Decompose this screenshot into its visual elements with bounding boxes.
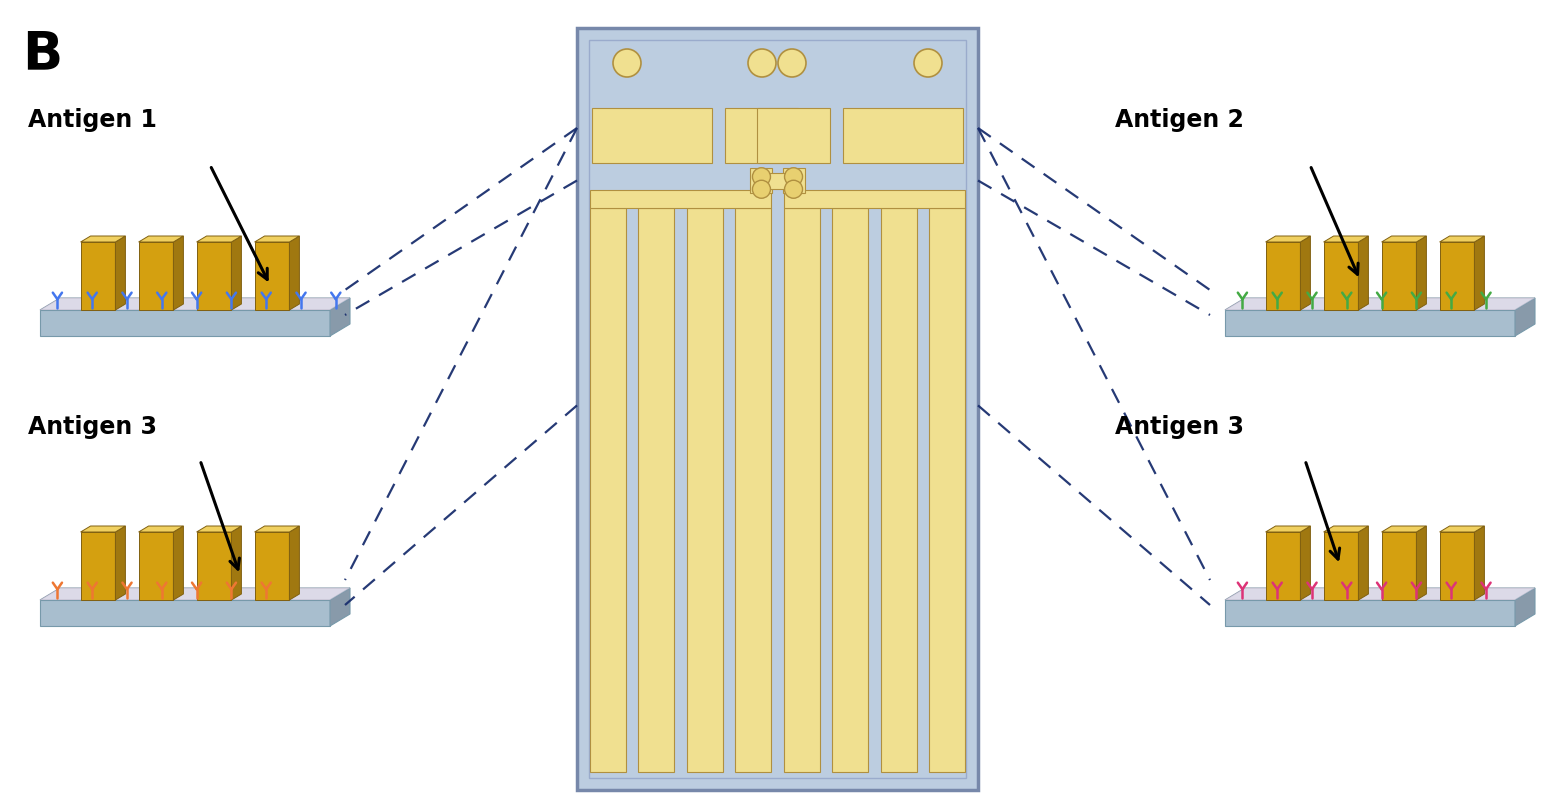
Bar — [929, 208, 965, 772]
Polygon shape — [329, 588, 350, 626]
Polygon shape — [1416, 236, 1427, 310]
Polygon shape — [232, 236, 241, 310]
Polygon shape — [115, 526, 126, 600]
Polygon shape — [1515, 588, 1535, 626]
Text: Antigen 1: Antigen 1 — [28, 108, 157, 132]
Bar — [751, 168, 772, 193]
Polygon shape — [174, 526, 183, 600]
Polygon shape — [1265, 242, 1301, 310]
Bar — [783, 208, 821, 772]
Polygon shape — [40, 298, 350, 310]
Bar — [833, 208, 869, 772]
Polygon shape — [40, 588, 350, 600]
Text: B: B — [22, 28, 62, 80]
Polygon shape — [1416, 526, 1427, 600]
Bar — [735, 208, 771, 772]
Polygon shape — [255, 526, 300, 532]
Polygon shape — [1439, 532, 1475, 600]
Polygon shape — [255, 242, 289, 310]
Polygon shape — [138, 526, 183, 532]
Bar — [687, 208, 723, 772]
Polygon shape — [81, 532, 115, 600]
Bar — [589, 208, 626, 772]
Bar — [639, 208, 674, 772]
Polygon shape — [1301, 526, 1310, 600]
Polygon shape — [1225, 310, 1515, 336]
Polygon shape — [81, 526, 126, 532]
Polygon shape — [174, 236, 183, 310]
Polygon shape — [1324, 526, 1369, 532]
Polygon shape — [1439, 242, 1475, 310]
Polygon shape — [197, 236, 241, 242]
Polygon shape — [1439, 236, 1484, 242]
Polygon shape — [1265, 526, 1310, 532]
Circle shape — [752, 168, 771, 186]
Bar — [592, 108, 712, 163]
Bar — [577, 28, 977, 790]
Bar — [726, 108, 797, 163]
Text: Antigen 3: Antigen 3 — [1116, 415, 1245, 439]
Polygon shape — [1265, 532, 1301, 600]
Bar — [589, 190, 771, 208]
Polygon shape — [138, 236, 183, 242]
Polygon shape — [1225, 588, 1535, 600]
Polygon shape — [1475, 236, 1484, 310]
Polygon shape — [1324, 532, 1358, 600]
Polygon shape — [289, 526, 300, 600]
Polygon shape — [40, 298, 350, 310]
Polygon shape — [1225, 600, 1515, 626]
Polygon shape — [1225, 588, 1535, 600]
Circle shape — [785, 168, 802, 186]
Polygon shape — [232, 526, 241, 600]
Circle shape — [747, 49, 775, 77]
Polygon shape — [115, 236, 126, 310]
Polygon shape — [1475, 526, 1484, 600]
Polygon shape — [1382, 532, 1416, 600]
Circle shape — [779, 49, 807, 77]
Polygon shape — [1225, 298, 1535, 310]
Circle shape — [785, 180, 802, 198]
Polygon shape — [1382, 236, 1427, 242]
Polygon shape — [1324, 242, 1358, 310]
Polygon shape — [81, 242, 115, 310]
Polygon shape — [1301, 236, 1310, 310]
Polygon shape — [81, 236, 126, 242]
Polygon shape — [138, 242, 174, 310]
Bar — [783, 168, 805, 193]
Polygon shape — [40, 600, 329, 626]
Polygon shape — [1515, 298, 1535, 336]
Bar — [589, 40, 967, 778]
Polygon shape — [197, 532, 232, 600]
Polygon shape — [1324, 236, 1369, 242]
Circle shape — [914, 49, 942, 77]
Polygon shape — [255, 236, 300, 242]
Polygon shape — [1358, 526, 1369, 600]
Bar — [783, 190, 965, 208]
Polygon shape — [40, 588, 350, 600]
Polygon shape — [289, 236, 300, 310]
Polygon shape — [197, 526, 241, 532]
Polygon shape — [329, 298, 350, 336]
Polygon shape — [1439, 526, 1484, 532]
Polygon shape — [1382, 526, 1427, 532]
Bar — [757, 108, 830, 163]
Circle shape — [752, 180, 771, 198]
Polygon shape — [1382, 242, 1416, 310]
Polygon shape — [1225, 298, 1535, 310]
Bar — [761, 172, 794, 188]
Polygon shape — [255, 532, 289, 600]
Polygon shape — [1358, 236, 1369, 310]
Polygon shape — [138, 532, 174, 600]
Polygon shape — [40, 310, 329, 336]
Bar — [881, 208, 917, 772]
Polygon shape — [197, 242, 232, 310]
Text: Antigen 3: Antigen 3 — [28, 415, 157, 439]
Text: Antigen 2: Antigen 2 — [1116, 108, 1243, 132]
Bar — [842, 108, 963, 163]
Circle shape — [612, 49, 640, 77]
Polygon shape — [1265, 236, 1310, 242]
